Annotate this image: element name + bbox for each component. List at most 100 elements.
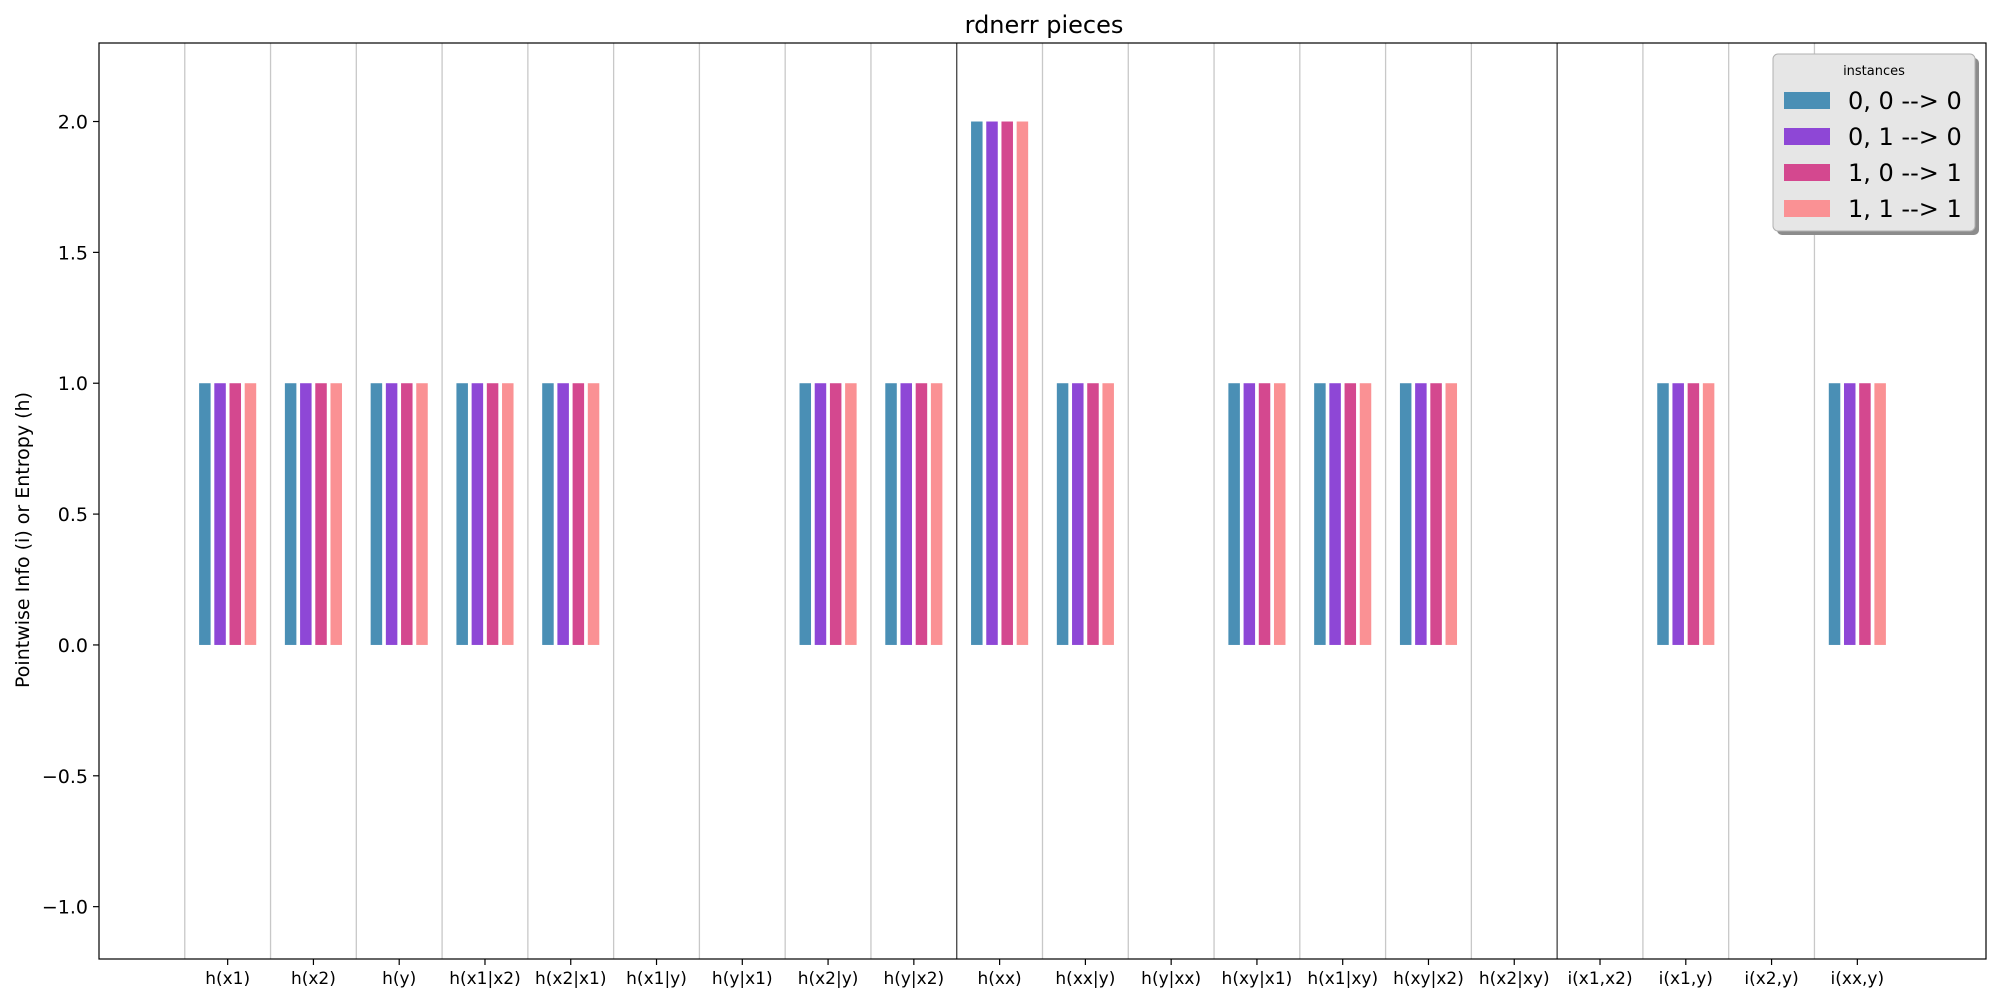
grid-lines <box>184 43 1816 959</box>
bar-h(x1|x2)-s1 <box>471 383 484 645</box>
x-tick-label: h(xy|x2) <box>1393 969 1464 989</box>
bar-i(xx,y)-s0 <box>1828 383 1841 645</box>
bar-h(xy|x1)-s1 <box>1243 383 1256 645</box>
bar-h(x2|y)-s0 <box>799 383 812 645</box>
bar-h(x2|y)-s1 <box>814 383 827 645</box>
bar-h(x2|x1)-s3 <box>587 383 600 645</box>
bar-i(x1,y)-s1 <box>1672 383 1684 645</box>
x-tick-label: i(x1,x2) <box>1567 969 1632 989</box>
bar-h(xy|x2)-s0 <box>1399 383 1412 645</box>
x-tick-label: h(y|x2) <box>883 969 944 989</box>
bar-h(xx|y)-s3 <box>1102 383 1114 645</box>
bar-h(xx|y)-s0 <box>1056 383 1069 645</box>
bar-h(x2|x1)-s1 <box>557 383 569 645</box>
bar-h(x1|xy)-s2 <box>1344 383 1357 645</box>
x-tick-label: h(x1|x2) <box>449 969 521 989</box>
y-tick-label: 1.0 <box>58 373 88 395</box>
bar-h(xy|x1)-s0 <box>1228 383 1240 645</box>
bar-h(y)-s3 <box>416 383 428 645</box>
x-tick-label: h(x2|xy) <box>1479 969 1550 989</box>
bar-h(xy|x2)-s1 <box>1415 383 1427 645</box>
x-tick-label: i(xx,y) <box>1831 969 1885 989</box>
bar-h(y)-s0 <box>370 383 383 645</box>
bar-h(x2)-s0 <box>284 383 297 645</box>
x-axis: h(x1) h(x2) h(y) h(x1|x2) h(x2|x1) h(x1|y) h(y… <box>205 959 1884 989</box>
bar-h(x1)-s1 <box>214 383 226 645</box>
bar-h(xx)-s0 <box>971 121 983 645</box>
bar-h(x2|x1)-s0 <box>542 383 554 645</box>
bar-h(x2|x1)-s2 <box>572 383 585 645</box>
bar-h(x2|y)-s3 <box>845 383 857 645</box>
y-axis-label: Pointwise Info (i) or Entropy (h) <box>12 392 34 688</box>
legend-swatch <box>1784 200 1830 217</box>
chart-title: rdnerr pieces <box>965 11 1124 39</box>
plot-area <box>98 42 1987 960</box>
bar-h(x1|x2)-s3 <box>502 383 514 645</box>
legend-title: instances <box>1843 64 1905 79</box>
legend-entry-label: 0, 0 --> 0 <box>1848 87 1962 115</box>
x-tick-label: h(x1|y) <box>626 969 687 989</box>
x-tick-label: h(xx|y) <box>1055 969 1115 989</box>
bar-h(x1|xy)-s1 <box>1329 383 1341 645</box>
bar-i(x1,y)-s3 <box>1702 383 1715 645</box>
x-tick-label: h(xy|x1) <box>1222 969 1293 989</box>
bar-h(xx|y)-s2 <box>1087 383 1099 645</box>
bar-h(x2)-s1 <box>300 383 312 645</box>
bar-h(x2|y)-s2 <box>829 383 842 645</box>
y-axis: −1.0 −0.5 0.0 0.5 1.0 1.5 2.0 <box>42 112 99 919</box>
bar-h(xx)-s2 <box>1001 121 1013 645</box>
bar-i(x1,y)-s0 <box>1657 383 1669 645</box>
bar-h(x1|x2)-s0 <box>456 383 468 645</box>
legend-swatch <box>1784 128 1830 145</box>
bar-h(x2)-s3 <box>330 383 342 645</box>
x-tick-label: h(x1|xy) <box>1307 969 1378 989</box>
legend-swatch <box>1784 164 1830 181</box>
legend-entry-label: 1, 1 --> 1 <box>1848 195 1962 223</box>
bar-h(xy|x1)-s3 <box>1273 383 1286 645</box>
x-tick-label: h(xx) <box>978 969 1022 989</box>
bar-h(xx)-s1 <box>986 121 998 645</box>
bar-h(x1|xy)-s3 <box>1359 383 1372 645</box>
legend-entry-label: 1, 0 --> 1 <box>1848 159 1962 187</box>
bar-h(x1|xy)-s0 <box>1314 383 1326 645</box>
legend-swatch <box>1784 92 1830 109</box>
legend: instances 0, 0 --> 0 0, 1 --> 0 1, 0 --> 1… <box>1772 53 1979 235</box>
bar-h(xy|x1)-s2 <box>1258 383 1271 645</box>
bar-h(y)-s2 <box>401 383 413 645</box>
y-tick-label: 1.5 <box>58 242 88 264</box>
bar-i(xx,y)-s2 <box>1859 383 1871 645</box>
y-tick-label: −1.0 <box>42 897 88 919</box>
bars <box>199 121 1886 645</box>
x-tick-label: h(x2|y) <box>798 969 859 989</box>
bar-h(x1)-s2 <box>229 383 242 645</box>
y-tick-label: −0.5 <box>42 766 88 788</box>
bar-h(y|x2)-s2 <box>915 383 928 645</box>
x-tick-label: h(y|x1) <box>712 969 773 989</box>
bar-i(xx,y)-s1 <box>1843 383 1856 645</box>
bar-h(y|x2)-s1 <box>900 383 912 645</box>
x-tick-label: h(y) <box>382 969 416 989</box>
x-tick-label: i(x2,y) <box>1744 969 1798 989</box>
x-tick-label: i(x1,y) <box>1659 969 1713 989</box>
bar-h(x1)-s0 <box>199 383 211 645</box>
bar-h(y|x2)-s0 <box>885 383 897 645</box>
bar-h(xx|y)-s1 <box>1072 383 1084 645</box>
y-tick-label: 0.5 <box>58 504 88 526</box>
x-tick-label: h(x2) <box>291 969 336 989</box>
bar-h(x2)-s2 <box>315 383 327 645</box>
bar-h(y|x2)-s3 <box>930 383 943 645</box>
x-tick-label: h(x1) <box>205 969 250 989</box>
x-tick-label: h(x2|x1) <box>535 969 607 989</box>
x-tick-label: h(y|xx) <box>1141 969 1201 989</box>
bar-i(xx,y)-s3 <box>1874 383 1886 645</box>
bar-h(xx)-s3 <box>1016 121 1029 645</box>
y-tick-label: 0.0 <box>58 635 88 657</box>
legend-entry-label: 0, 1 --> 0 <box>1848 123 1962 151</box>
y-tick-label: 2.0 <box>58 112 88 134</box>
bar-h(xy|x2)-s3 <box>1445 383 1458 645</box>
bar-h(x1)-s3 <box>244 383 257 645</box>
bar-h(xy|x2)-s2 <box>1430 383 1442 645</box>
bar-i(x1,y)-s2 <box>1687 383 1700 645</box>
bar-h(y)-s1 <box>385 383 398 645</box>
